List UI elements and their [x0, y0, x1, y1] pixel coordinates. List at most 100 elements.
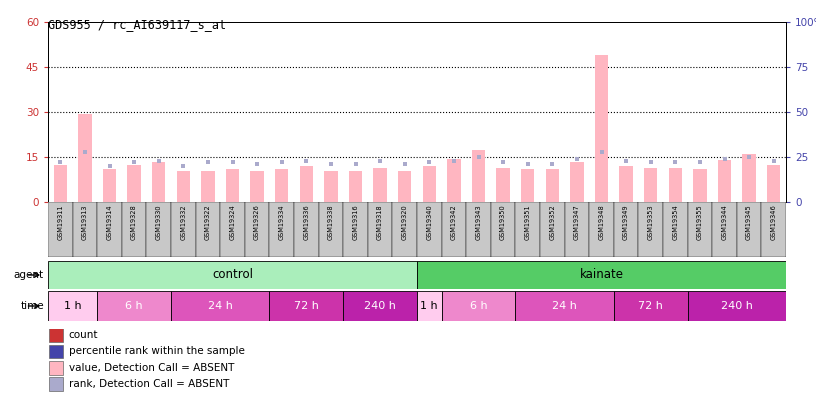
Text: GSM19330: GSM19330 [156, 205, 162, 241]
Text: 1 h: 1 h [420, 301, 438, 311]
Bar [663, 202, 688, 257]
Bar [344, 202, 368, 257]
Text: kainate: kainate [579, 269, 623, 281]
Bar [614, 291, 688, 321]
Bar [638, 202, 663, 257]
Text: GSM19332: GSM19332 [180, 205, 186, 241]
Text: GSM19328: GSM19328 [131, 205, 137, 241]
Text: GSM19351: GSM19351 [525, 205, 530, 241]
Bar [614, 202, 638, 257]
Text: GSM19311: GSM19311 [57, 205, 64, 240]
Text: agent: agent [14, 270, 44, 280]
Text: GSM19338: GSM19338 [328, 205, 334, 241]
Bar [441, 291, 516, 321]
Bar [275, 169, 289, 202]
Bar [496, 168, 510, 202]
Bar [50, 361, 63, 375]
Text: 1 h: 1 h [64, 301, 82, 311]
Bar [619, 166, 633, 202]
Text: GSM19322: GSM19322 [205, 205, 211, 241]
Bar [767, 164, 780, 202]
Bar [251, 171, 264, 202]
Text: time: time [20, 301, 44, 311]
Bar [78, 113, 91, 202]
Bar [348, 171, 362, 202]
Bar [516, 291, 614, 321]
Text: value, Detection Call = ABSENT: value, Detection Call = ABSENT [69, 363, 234, 373]
Text: 240 h: 240 h [364, 301, 396, 311]
Bar [490, 202, 516, 257]
Text: GSM19352: GSM19352 [549, 205, 556, 241]
Text: GSM19346: GSM19346 [770, 205, 777, 241]
Bar [122, 202, 146, 257]
Bar [737, 202, 761, 257]
Text: control: control [212, 269, 253, 281]
Bar [423, 166, 436, 202]
Bar [595, 55, 608, 202]
Text: GSM19354: GSM19354 [672, 205, 678, 241]
Bar [417, 261, 786, 289]
Bar [368, 202, 392, 257]
Text: GSM19342: GSM19342 [451, 205, 457, 241]
Text: 72 h: 72 h [638, 301, 663, 311]
Bar [245, 202, 269, 257]
Text: GSM19340: GSM19340 [426, 205, 432, 241]
Bar [48, 261, 417, 289]
Text: 6 h: 6 h [126, 301, 143, 311]
Bar [127, 164, 141, 202]
Bar [146, 202, 171, 257]
Bar [220, 202, 245, 257]
Bar [417, 291, 441, 321]
Bar [540, 202, 565, 257]
Text: GSM19324: GSM19324 [229, 205, 236, 241]
Bar [693, 169, 707, 202]
Text: 240 h: 240 h [721, 301, 752, 311]
Bar [546, 169, 559, 202]
Bar [712, 202, 737, 257]
Bar [466, 202, 490, 257]
Bar [171, 291, 269, 321]
Bar [97, 291, 171, 321]
Text: GSM19355: GSM19355 [697, 205, 703, 241]
Text: 72 h: 72 h [294, 301, 319, 311]
Text: GSM19313: GSM19313 [82, 205, 88, 240]
Text: GSM19344: GSM19344 [721, 205, 728, 241]
Bar [644, 168, 658, 202]
Bar [103, 169, 116, 202]
Bar [688, 291, 786, 321]
Bar [417, 202, 441, 257]
Bar [718, 160, 731, 202]
Bar [73, 202, 97, 257]
Text: GSM19320: GSM19320 [401, 205, 408, 241]
Bar [269, 202, 294, 257]
Text: 24 h: 24 h [208, 301, 233, 311]
Bar [516, 202, 540, 257]
Bar [294, 202, 318, 257]
Bar [374, 168, 387, 202]
Bar [441, 202, 466, 257]
Text: GDS955 / rc_AI639117_s_at: GDS955 / rc_AI639117_s_at [48, 18, 226, 31]
Text: GSM19334: GSM19334 [279, 205, 285, 241]
Text: rank, Detection Call = ABSENT: rank, Detection Call = ABSENT [69, 379, 229, 389]
Bar [97, 202, 122, 257]
Text: GSM19349: GSM19349 [623, 205, 629, 241]
Bar [176, 171, 190, 202]
Text: GSM19348: GSM19348 [598, 205, 605, 241]
Bar [269, 291, 344, 321]
Bar [344, 291, 417, 321]
Bar [48, 202, 73, 257]
Text: GSM19326: GSM19326 [254, 205, 260, 241]
Bar [50, 345, 63, 358]
Bar [54, 164, 67, 202]
Text: GSM19353: GSM19353 [648, 205, 654, 241]
Text: 6 h: 6 h [470, 301, 487, 311]
Bar [152, 162, 166, 202]
Bar [50, 328, 63, 342]
Bar [50, 377, 63, 391]
Bar [472, 149, 486, 202]
Bar [201, 171, 215, 202]
Bar [688, 202, 712, 257]
Text: GSM19350: GSM19350 [500, 205, 506, 241]
Bar [171, 202, 196, 257]
Text: GSM19318: GSM19318 [377, 205, 383, 241]
